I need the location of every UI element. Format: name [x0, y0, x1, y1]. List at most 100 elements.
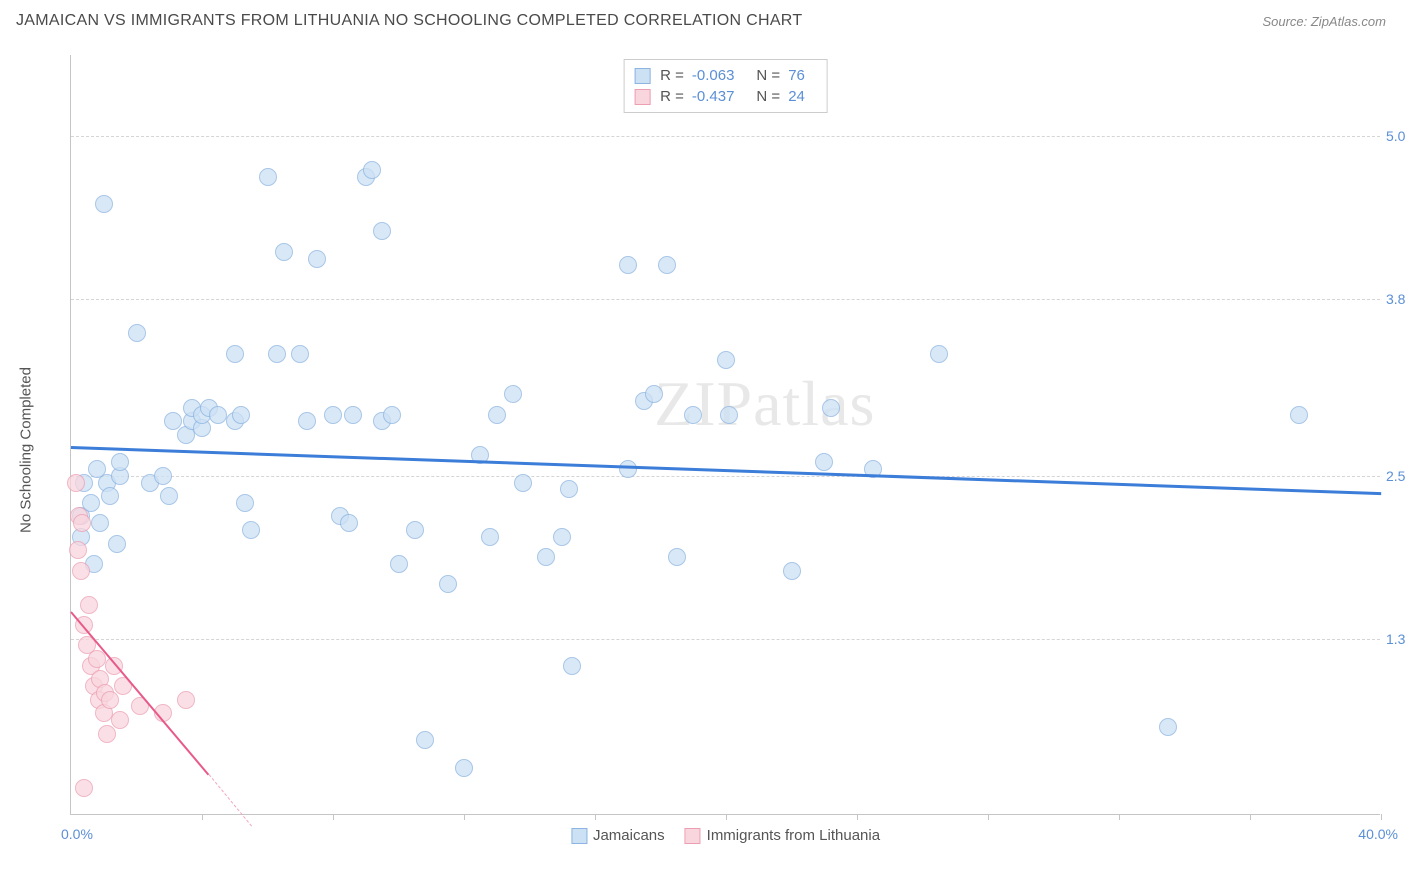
data-point — [815, 453, 833, 471]
data-point — [783, 562, 801, 580]
data-point — [504, 385, 522, 403]
data-point — [91, 514, 109, 532]
data-point — [177, 691, 195, 709]
data-point — [363, 161, 381, 179]
data-point — [514, 474, 532, 492]
data-point — [72, 562, 90, 580]
data-point — [930, 345, 948, 363]
data-point — [619, 256, 637, 274]
data-point — [720, 406, 738, 424]
x-tick-mark — [333, 814, 334, 820]
watermark-text: ZIPatlas — [654, 367, 875, 441]
data-point — [111, 453, 129, 471]
series-legend: Jamaicans Immigrants from Lithuania — [571, 827, 880, 844]
plot-area: ZIPatlas R =-0.063N =76R =-0.437N =24 0.… — [70, 55, 1380, 815]
data-point — [98, 725, 116, 743]
data-point — [416, 731, 434, 749]
legend-item: Immigrants from Lithuania — [685, 827, 880, 844]
data-point — [154, 467, 172, 485]
data-point — [619, 460, 637, 478]
stat-n-label: N = — [756, 67, 780, 84]
data-point — [101, 691, 119, 709]
data-point — [259, 168, 277, 186]
data-point — [344, 406, 362, 424]
data-point — [668, 548, 686, 566]
data-point — [101, 487, 119, 505]
data-point — [69, 541, 87, 559]
x-tick-mark — [1381, 814, 1382, 820]
data-point — [75, 779, 93, 797]
x-axis-min-label: 0.0% — [61, 826, 93, 842]
legend-label: Immigrants from Lithuania — [707, 827, 880, 844]
gridline — [71, 639, 1380, 640]
data-point — [226, 345, 244, 363]
data-point — [1159, 718, 1177, 736]
stat-n-value: 76 — [788, 67, 805, 84]
stat-r-value: -0.437 — [692, 88, 735, 105]
data-point — [242, 521, 260, 539]
y-tick-label: 3.8% — [1386, 291, 1406, 307]
x-tick-mark — [726, 814, 727, 820]
data-point — [324, 406, 342, 424]
x-tick-mark — [1250, 814, 1251, 820]
stat-n-label: N = — [756, 88, 780, 105]
legend-swatch — [634, 68, 650, 84]
data-point — [645, 385, 663, 403]
stats-row: R =-0.063N =76 — [634, 65, 817, 86]
data-point — [537, 548, 555, 566]
y-tick-label: 5.0% — [1386, 128, 1406, 144]
data-point — [658, 256, 676, 274]
data-point — [481, 528, 499, 546]
data-point — [95, 195, 113, 213]
data-point — [108, 535, 126, 553]
stat-r-label: R = — [660, 88, 684, 105]
x-tick-mark — [857, 814, 858, 820]
source-name: ZipAtlas.com — [1311, 14, 1386, 29]
data-point — [563, 657, 581, 675]
data-point — [553, 528, 571, 546]
x-tick-mark — [595, 814, 596, 820]
y-tick-label: 1.3% — [1386, 631, 1406, 647]
data-point — [111, 711, 129, 729]
data-point — [822, 399, 840, 417]
stats-legend-box: R =-0.063N =76R =-0.437N =24 — [623, 59, 828, 113]
data-point — [488, 406, 506, 424]
data-point — [406, 521, 424, 539]
data-point — [308, 250, 326, 268]
source-prefix: Source: — [1262, 14, 1310, 29]
data-point — [560, 480, 578, 498]
gridline — [71, 136, 1380, 137]
y-tick-label: 2.5% — [1386, 468, 1406, 484]
x-tick-mark — [202, 814, 203, 820]
data-point — [340, 514, 358, 532]
gridline — [71, 476, 1380, 477]
stat-r-label: R = — [660, 67, 684, 84]
source-attribution: Source: ZipAtlas.com — [1262, 14, 1386, 29]
data-point — [275, 243, 293, 261]
x-tick-mark — [988, 814, 989, 820]
x-tick-mark — [464, 814, 465, 820]
data-point — [80, 596, 98, 614]
data-point — [717, 351, 735, 369]
data-point — [291, 345, 309, 363]
legend-swatch — [634, 89, 650, 105]
legend-label: Jamaicans — [593, 827, 665, 844]
trend-line-dash — [208, 774, 251, 826]
legend-swatch — [685, 828, 701, 844]
data-point — [373, 222, 391, 240]
data-point — [160, 487, 178, 505]
data-point — [1290, 406, 1308, 424]
stats-row: R = -0.437 N = 24 — [634, 86, 817, 107]
data-point — [268, 345, 286, 363]
trend-line — [71, 446, 1381, 495]
data-point — [298, 412, 316, 430]
chart-container: No Schooling Completed ZIPatlas R =-0.06… — [50, 55, 1390, 845]
y-axis-label: No Schooling Completed — [18, 367, 35, 533]
data-point — [439, 575, 457, 593]
x-axis-max-label: 40.0% — [1358, 826, 1398, 842]
chart-title: JAMAICAN VS IMMIGRANTS FROM LITHUANIA NO… — [16, 12, 802, 30]
data-point — [684, 406, 702, 424]
x-tick-mark — [1119, 814, 1120, 820]
data-point — [67, 474, 85, 492]
stat-n-value: 24 — [788, 88, 805, 105]
